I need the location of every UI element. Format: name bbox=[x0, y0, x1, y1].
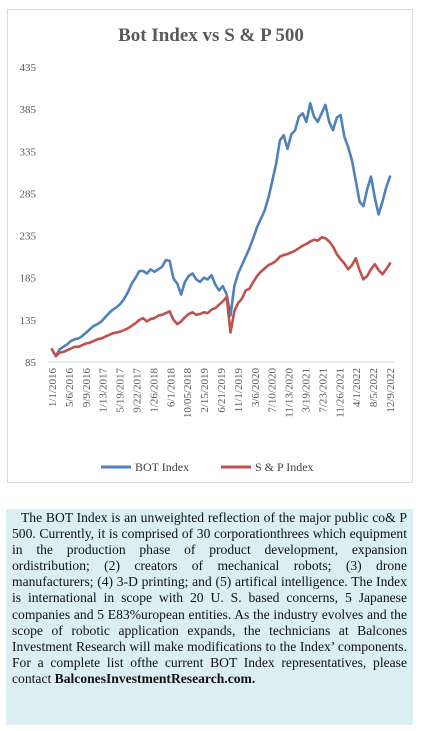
x-tick-label: 3/6/2020 bbox=[250, 368, 262, 408]
bot-index-line bbox=[50, 101, 392, 358]
x-tick-label: 7/23/2021 bbox=[317, 368, 329, 413]
y-tick-label: 135 bbox=[20, 315, 37, 327]
x-tick-label: 11/13/2020 bbox=[284, 368, 296, 418]
y-axis: 85 135 185 235 285 335 385 435 bbox=[20, 62, 37, 369]
x-tick-label: 8/5/2022 bbox=[368, 368, 380, 407]
sp-index-line bbox=[50, 236, 392, 358]
x-tick-label: 1/13/2017 bbox=[98, 368, 110, 413]
chart-title: Bot Index vs S & P 500 bbox=[118, 25, 304, 46]
x-tick-label: 9/9/2016 bbox=[81, 368, 93, 408]
website-link-text: BalconesInvestmentResearch.com. bbox=[54, 670, 256, 686]
legend-label: BOT Index bbox=[135, 460, 189, 474]
x-tick-label: 4/1/2022 bbox=[351, 368, 363, 407]
line-chart: Bot Index vs S & P 500 85 135 185 235 285 335… bbox=[20, 25, 398, 474]
y-tick-label: 235 bbox=[20, 231, 37, 243]
x-tick-label: 1/1/2016 bbox=[47, 368, 59, 408]
x-tick-label: 6/21/2019 bbox=[216, 368, 228, 413]
x-tick-label: 3/19/2021 bbox=[301, 368, 313, 413]
legend-label: S & P Index bbox=[255, 460, 314, 474]
x-tick-label: 11/26/2021 bbox=[334, 368, 346, 418]
y-tick-label: 285 bbox=[20, 188, 37, 200]
x-tick-label: 5/19/2017 bbox=[115, 368, 127, 413]
y-tick-label: 185 bbox=[20, 273, 37, 285]
x-tick-label: 12/9/2022 bbox=[385, 368, 397, 413]
x-tick-label: 7/10/2020 bbox=[267, 368, 279, 413]
x-tick-label: 5/6/2016 bbox=[64, 368, 76, 408]
description-box: The BOT Index is an unweighted reflectio… bbox=[6, 509, 413, 725]
x-tick-label: 9/22/2017 bbox=[132, 368, 144, 413]
y-tick-label: 385 bbox=[20, 104, 37, 116]
x-tick-label: 10/05/2018 bbox=[182, 368, 194, 419]
x-tick-label: 1/26/2018 bbox=[148, 368, 160, 413]
y-tick-label: 335 bbox=[20, 146, 37, 158]
x-axis: 1/1/2016 5/6/2016 9/9/2016 1/13/2017 5/19/20… bbox=[47, 361, 397, 419]
y-tick-label: 435 bbox=[20, 62, 37, 74]
description-text: The BOT Index is an unweighted reflectio… bbox=[12, 510, 407, 686]
legend: BOT Index S & P Index bbox=[101, 460, 314, 474]
series-layer bbox=[50, 101, 392, 358]
chart-frame: Bot Index vs S & P 500 85 135 185 235 285 335… bbox=[7, 9, 413, 483]
x-tick-label: 11/1/2019 bbox=[233, 368, 245, 413]
y-tick-label: 85 bbox=[25, 357, 37, 369]
x-tick-label: 2/15/2019 bbox=[199, 368, 211, 413]
x-tick-label: 6/1/2018 bbox=[165, 368, 177, 408]
